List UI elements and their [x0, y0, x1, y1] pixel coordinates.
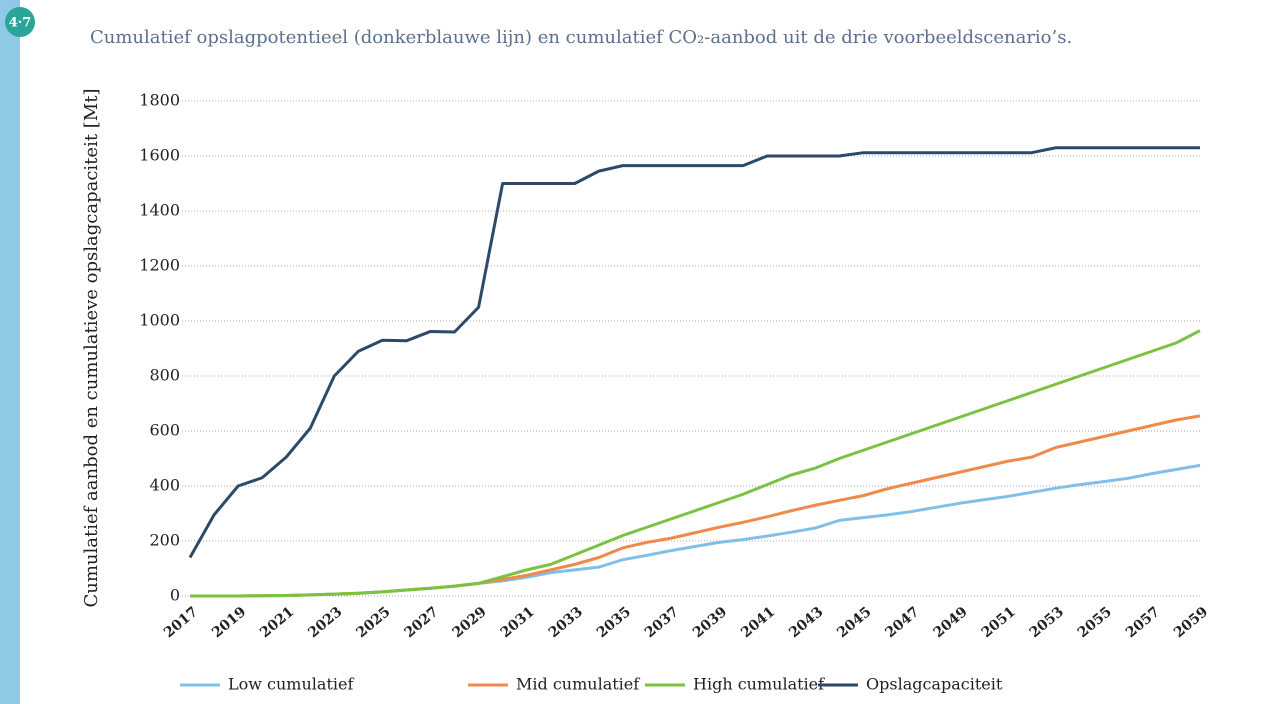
x-tick-label: 2023: [305, 604, 345, 641]
y-tick-label: 1400: [139, 201, 180, 220]
y-tick-label: 600: [149, 421, 180, 440]
y-tick-label: 0: [170, 586, 180, 605]
x-tick-label: 2051: [979, 604, 1019, 641]
x-tick-label: 2043: [786, 604, 826, 641]
x-tick-label: 2055: [1075, 604, 1115, 641]
series-line: [190, 329, 1201, 598]
x-tick-label: 2027: [401, 604, 441, 641]
x-tick-label: 2019: [209, 604, 249, 641]
y-tick-label: 1800: [139, 91, 180, 110]
series-line: [190, 463, 1201, 598]
x-tick-label: 2057: [1123, 604, 1163, 641]
x-tick-label: 2037: [642, 604, 682, 641]
x-tick-label: 2045: [834, 604, 874, 641]
legend-label: Mid cumulatief: [516, 675, 640, 694]
y-tick-label: 1200: [139, 256, 180, 275]
y-tick-label: 1000: [139, 311, 180, 330]
y-axis-label: Cumulatief aanbod en cumulatieve opslagc…: [81, 89, 102, 608]
x-tick-label: 2059: [1171, 604, 1211, 641]
legend-label: Low cumulatief: [228, 675, 354, 694]
x-tick-label: 2031: [498, 604, 538, 641]
x-tick-label: 2053: [1027, 604, 1067, 641]
x-tick-label: 2035: [594, 604, 634, 641]
x-tick-label: 2029: [450, 604, 490, 641]
series-line: [190, 414, 1201, 598]
x-tick-label: 2049: [931, 604, 971, 641]
legend-label: High cumulatief: [693, 675, 825, 694]
x-tick-label: 2041: [738, 604, 778, 641]
x-tick-label: 2021: [257, 604, 297, 641]
sidebar: [0, 0, 20, 704]
y-tick-label: 800: [149, 366, 180, 385]
badge: 4·7: [9, 16, 32, 31]
legend-label: Opslagcapaciteit: [866, 675, 1003, 694]
x-tick-label: 2033: [546, 604, 586, 641]
x-tick-label: 2025: [353, 604, 393, 641]
x-tick-label: 2017: [161, 604, 201, 641]
x-tick-label: 2047: [882, 604, 922, 641]
badge-circle: [5, 7, 35, 37]
chart-title: Cumulatief opslagpotentieel (donkerblauw…: [90, 27, 1072, 48]
y-tick-label: 200: [149, 531, 180, 550]
series-line: [188, 146, 1200, 559]
x-tick-label: 2039: [690, 604, 730, 641]
y-tick-label: 400: [149, 476, 180, 495]
y-tick-label: 1600: [139, 146, 180, 165]
